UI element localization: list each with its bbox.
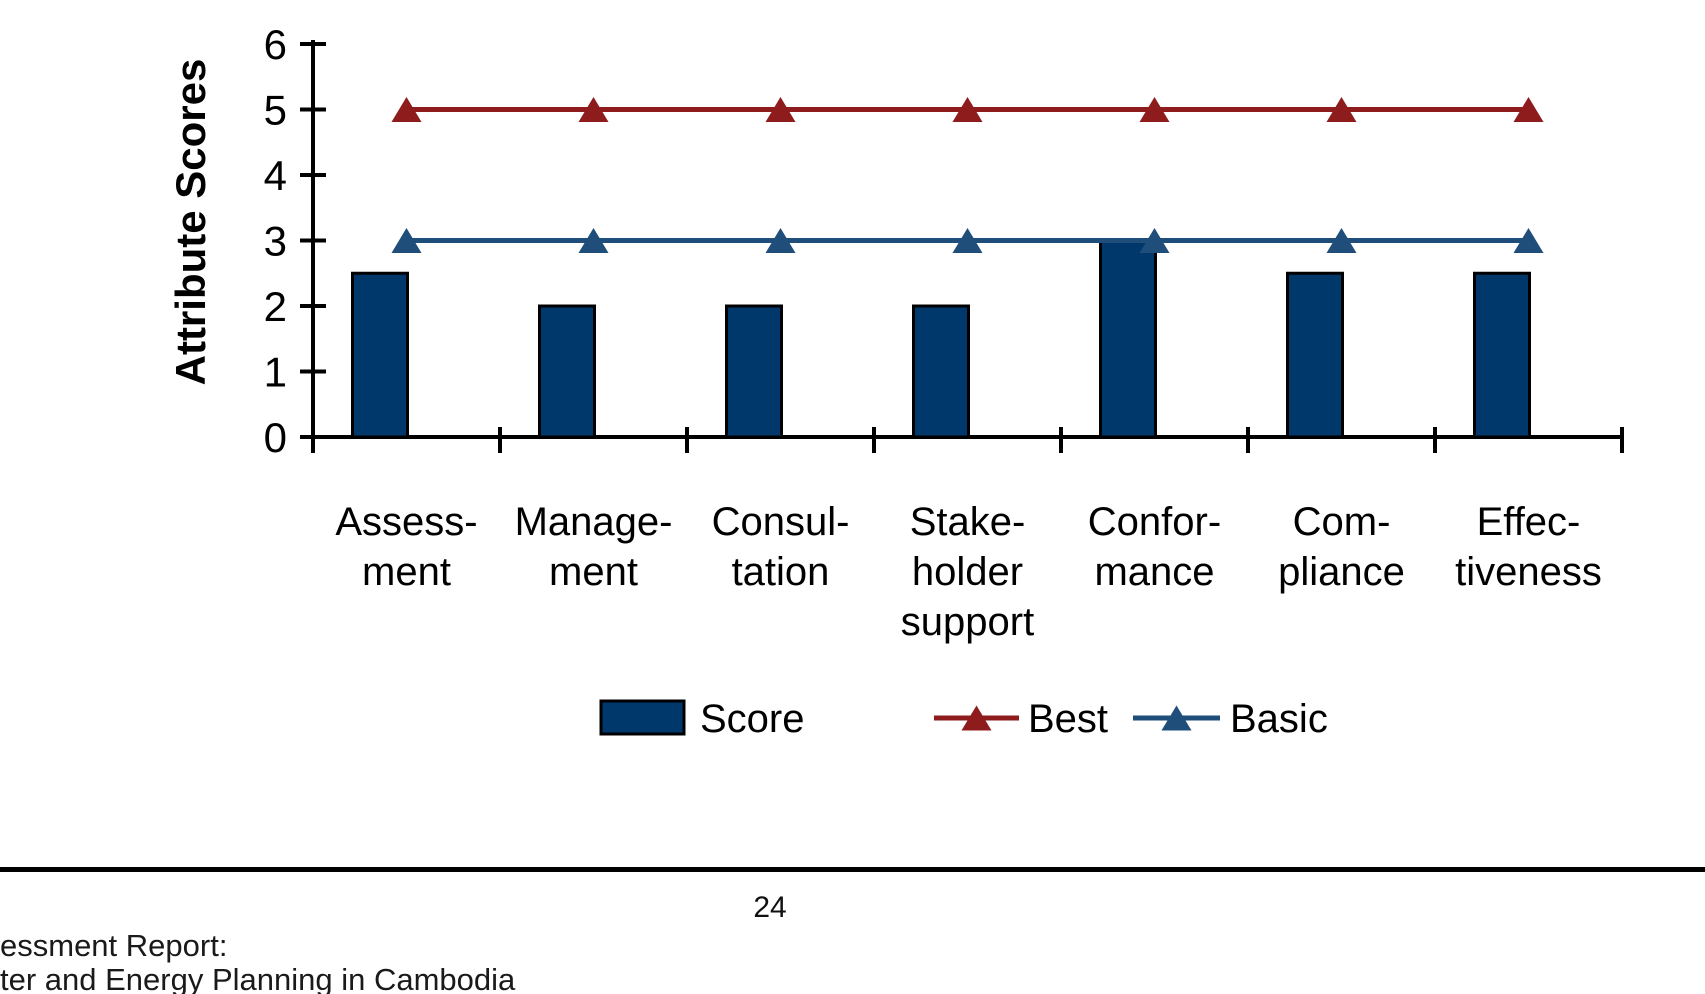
legend-marker-best [961, 705, 992, 731]
y-tick-label: 4 [264, 152, 287, 199]
category-label-consultation: Consul-tation [712, 500, 850, 594]
footer-divider [0, 867, 1705, 872]
footer-report-title-line1: essment Report: [0, 928, 228, 963]
category-label-stakeholder-support: Stake-holder support [901, 500, 1034, 644]
bar-stakeholder-support [912, 304, 970, 439]
best-marker [1513, 97, 1544, 122]
category-label-assessment: Assess-ment [335, 500, 477, 594]
basic-marker [765, 228, 796, 253]
basic-marker [952, 228, 983, 253]
y-tick-label: 1 [264, 349, 287, 396]
best-marker [578, 97, 609, 122]
y-tick-label: 0 [264, 414, 287, 461]
bar-consultation [725, 304, 783, 439]
y-tick-label: 6 [264, 21, 287, 68]
legend-label-basic: Basic [1230, 697, 1328, 741]
page-number: 24 [753, 891, 787, 924]
bar-conformance [1099, 239, 1157, 439]
basic-marker [1513, 228, 1544, 253]
legend-marker-basic [1161, 705, 1192, 731]
bar-compliance [1286, 271, 1344, 439]
basic-marker [578, 228, 609, 253]
best-marker [391, 97, 422, 122]
best-marker [1326, 97, 1357, 122]
legend-label-best: Best [1028, 697, 1108, 741]
footer-report-title-line2: ter and Energy Planning in Cambodia [0, 962, 516, 994]
attribute-scores-chart: 0 1 2 3 4 5 6 Attribute Scores Assess-ment Manage… [167, 21, 1624, 741]
legend-label-score: Score [700, 697, 805, 741]
bar-management [538, 304, 596, 439]
bar-assessment [351, 271, 409, 439]
bar-effectiveness [1473, 271, 1531, 439]
best-marker [1139, 97, 1170, 122]
category-label-management: Manage-ment [515, 500, 673, 594]
basic-marker [391, 228, 422, 253]
y-tick-label: 5 [264, 87, 287, 134]
basic-marker [1326, 228, 1357, 253]
best-marker [765, 97, 796, 122]
basic-marker [1139, 228, 1170, 253]
category-label-effectiveness: Effec-tiveness [1455, 500, 1602, 594]
y-tick-label: 2 [264, 283, 287, 330]
legend-swatch-score [599, 699, 686, 736]
y-tick-label: 3 [264, 218, 287, 265]
category-label-compliance: Com-pliance [1278, 500, 1405, 594]
category-label-conformance: Confor-mance [1088, 500, 1221, 594]
y-axis-title: Attribute Scores [167, 59, 214, 386]
best-marker [952, 97, 983, 122]
